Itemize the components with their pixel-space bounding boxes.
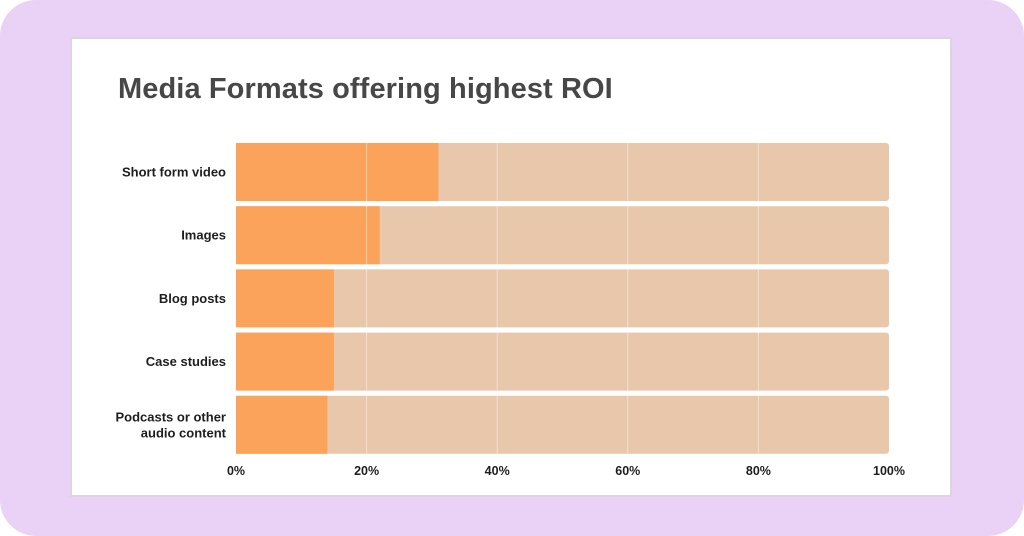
bar-remainder bbox=[236, 206, 889, 265]
category-label-line: audio content bbox=[141, 425, 227, 440]
category-label-line: Case studies bbox=[146, 354, 226, 369]
bar bbox=[236, 332, 334, 391]
x-tick-label: 20% bbox=[354, 464, 379, 478]
chart-card: Media Formats offering highest ROI Short… bbox=[70, 37, 952, 497]
category-label: Images bbox=[181, 228, 226, 243]
bar-remainder bbox=[236, 395, 889, 454]
x-tick-label: 80% bbox=[746, 464, 771, 478]
category-label: Podcasts or other audio content bbox=[115, 409, 226, 440]
bar bbox=[236, 143, 439, 201]
bar bbox=[236, 269, 334, 328]
x-tick-label: 60% bbox=[615, 464, 640, 478]
bar bbox=[236, 395, 328, 454]
category-label: Blog posts bbox=[159, 291, 226, 306]
x-tick-label: 40% bbox=[485, 464, 510, 478]
category-label-line: Short form video bbox=[122, 165, 226, 180]
category-label: Case studies bbox=[146, 354, 226, 369]
bar-remainder bbox=[236, 269, 889, 328]
bar-chart: Short form video Images Blog posts Case stu… bbox=[115, 143, 905, 478]
category-label-line: Images bbox=[181, 228, 226, 243]
x-tick-label: 100% bbox=[873, 464, 905, 478]
category-label-line: Podcasts or other bbox=[115, 409, 226, 424]
chart-title: Media Formats offering highest ROI bbox=[118, 73, 613, 105]
bar bbox=[236, 206, 380, 265]
bar-remainder bbox=[236, 332, 889, 391]
x-tick-label: 0% bbox=[227, 464, 245, 478]
category-label-line: Blog posts bbox=[159, 291, 226, 306]
category-label: Short form video bbox=[122, 165, 226, 180]
